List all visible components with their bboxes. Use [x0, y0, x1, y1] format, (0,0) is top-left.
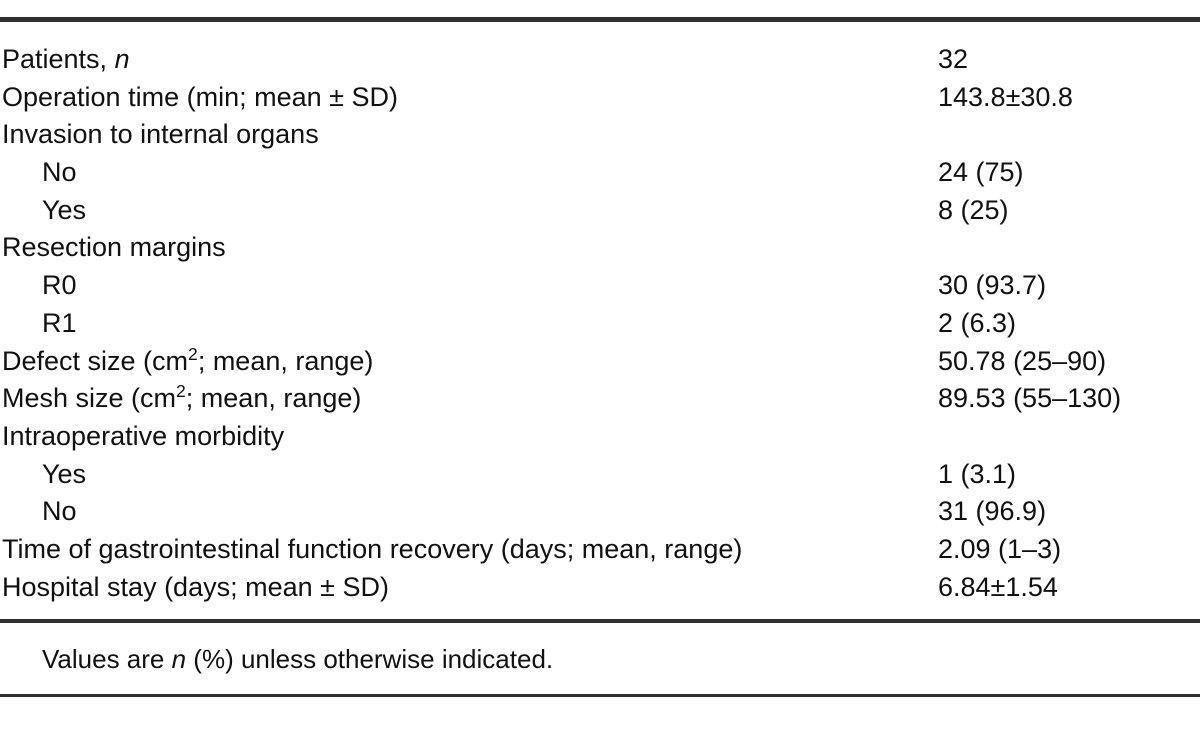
row-value: 24 (75): [938, 157, 1024, 188]
row-label: Yes: [42, 458, 87, 489]
row-value: 1 (3.1): [938, 458, 1017, 489]
table-row: Time of gastrointestinal function recove…: [0, 531, 1200, 569]
bottom-rule: [0, 694, 1200, 698]
row-value: 32: [938, 44, 969, 74]
table-row: Intraoperative morbidity: [0, 418, 1200, 456]
row-label: Defect size (cm2; mean, range): [2, 343, 374, 376]
row-value: 2.09 (1–3): [938, 533, 1062, 564]
row-value: 6.84±1.54: [938, 571, 1058, 602]
top-rule: [0, 17, 1200, 22]
row-label: Time of gastrointestinal function recove…: [2, 533, 743, 564]
table-row: Yes 1 (3.1): [0, 456, 1200, 494]
row-label: Yes: [42, 194, 87, 225]
mid-rule: [0, 619, 1200, 624]
row-value: 30 (93.7): [938, 270, 1047, 301]
table-row: Resection margins: [0, 229, 1200, 267]
table-row: Invasion to internal organs: [0, 116, 1200, 154]
table-row: Defect size (cm2; mean, range) 50.78 (25–…: [0, 343, 1200, 381]
table-footnote: Values are n (%) unless otherwise indica…: [42, 644, 554, 675]
table-body: Patients, n 32 Operation time (min; mean ±…: [0, 41, 1200, 606]
table-row: Operation time (min; mean ± SD) 143.8±30.…: [0, 79, 1200, 117]
row-value: 50.78 (25–90): [938, 345, 1107, 376]
row-value: 8 (25): [938, 194, 1009, 225]
row-value: 2 (6.3): [938, 307, 1017, 338]
row-label: R0: [42, 270, 77, 301]
row-label: Intraoperative morbidity: [2, 420, 285, 451]
table-row: Yes 8 (25): [0, 192, 1200, 230]
table-row: No 24 (75): [0, 154, 1200, 192]
row-label: Hospital stay (days; mean ± SD): [2, 571, 389, 602]
row-label: Mesh size (cm2; mean, range): [2, 381, 362, 414]
row-value: 31 (96.9): [938, 496, 1047, 527]
table-row: Mesh size (cm2; mean, range) 89.53 (55–13…: [0, 380, 1200, 418]
summary-table: Patients, n 32 Operation time (min; mean ±…: [0, 17, 1200, 698]
row-label: Patients, n: [2, 44, 130, 74]
table-row: No 31 (96.9): [0, 493, 1200, 531]
row-label: R1: [42, 307, 77, 338]
row-label: Invasion to internal organs: [2, 119, 319, 150]
row-label: Resection margins: [2, 232, 226, 263]
table-row: R0 30 (93.7): [0, 267, 1200, 305]
table-row: R1 2 (6.3): [0, 305, 1200, 343]
row-label: Operation time (min; mean ± SD): [2, 81, 398, 112]
row-label: No: [42, 157, 77, 188]
table-row: Hospital stay (days; mean ± SD) 6.84±1.54: [0, 569, 1200, 607]
row-value: 143.8±30.8: [938, 81, 1073, 112]
row-label: No: [42, 496, 77, 527]
row-value: 89.53 (55–130): [938, 383, 1122, 414]
table-row: Patients, n 32: [0, 41, 1200, 79]
